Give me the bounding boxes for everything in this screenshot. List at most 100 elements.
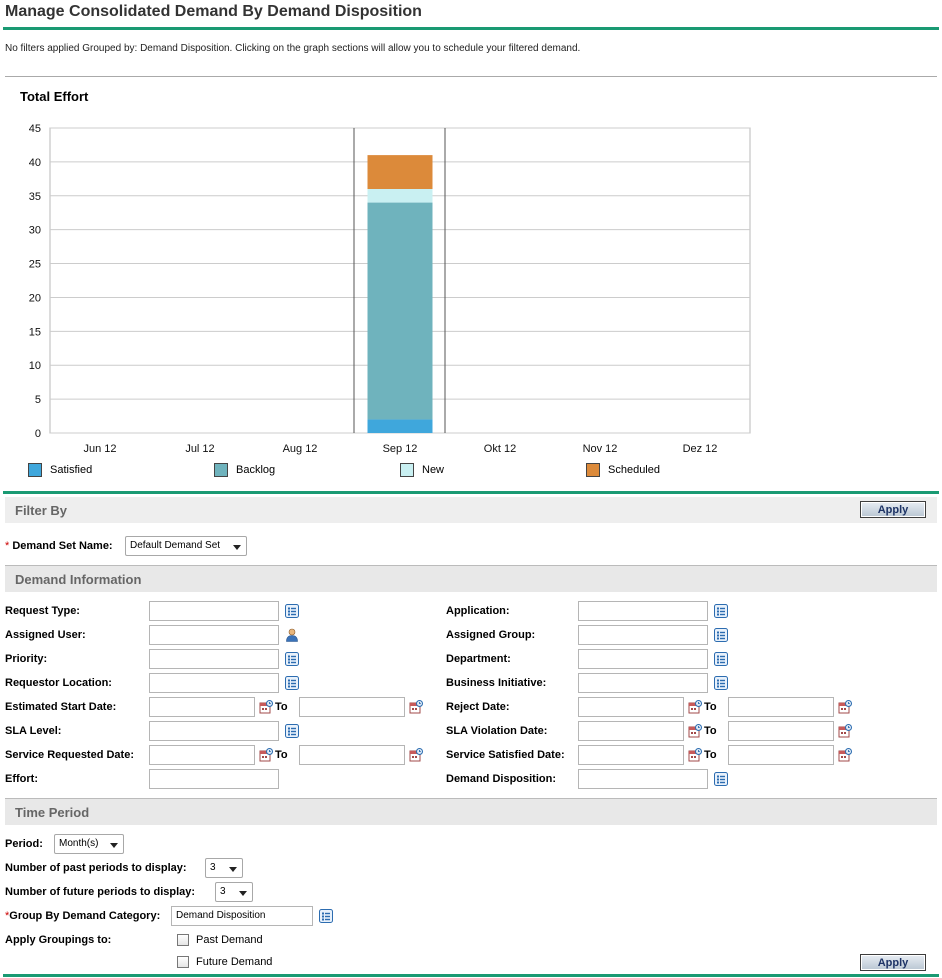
demand-set-label: * Demand Set Name: (5, 540, 113, 552)
list-picker-icon[interactable] (285, 724, 299, 738)
sla-violation-to-field[interactable] (728, 721, 834, 741)
y-tick-label: 30 (29, 225, 41, 237)
demand-information-title: Demand Information (15, 571, 142, 587)
x-tick-label: Jul 12 (185, 443, 214, 455)
reject-date-from-field[interactable] (578, 697, 684, 717)
service-requested-to-field[interactable] (299, 745, 405, 765)
calendar-icon[interactable] (409, 748, 423, 762)
list-picker-icon[interactable] (285, 652, 299, 666)
future-demand-checkbox[interactable] (177, 956, 189, 968)
department-label: Department: (446, 653, 511, 665)
demand-information-header: Demand Information (5, 565, 937, 592)
x-tick-label: Jun 12 (83, 443, 116, 455)
sla-violation-from-field[interactable] (578, 721, 684, 741)
apply-button-top[interactable]: Apply (860, 501, 926, 518)
list-picker-icon[interactable] (714, 652, 728, 666)
chevron-down-icon (229, 867, 237, 872)
calendar-icon[interactable] (838, 748, 852, 762)
estimated-start-to-field[interactable] (299, 697, 405, 717)
total-effort-chart[interactable]: 0 5 10 15 20 25 30 35 40 45 Jun 12 Jul 12 Aug 12 Sep… (0, 110, 760, 460)
chart-title: Total Effort (20, 89, 89, 104)
effort-field[interactable] (149, 769, 279, 789)
requestor-location-field[interactable] (149, 673, 279, 693)
sla-level-field[interactable] (149, 721, 279, 741)
legend-swatch (400, 463, 414, 477)
business-initiative-label: Business Initiative: (446, 677, 547, 689)
x-tick-label: Okt 12 (484, 443, 516, 455)
x-tick-label: Aug 12 (283, 443, 318, 455)
chevron-down-icon (110, 843, 118, 848)
priority-field[interactable] (149, 649, 279, 669)
calendar-icon[interactable] (688, 724, 702, 738)
legend-label: Scheduled (608, 464, 660, 476)
bar-satisfied-sep-12 (367, 419, 433, 433)
list-picker-icon[interactable] (714, 604, 728, 618)
request-type-field[interactable] (149, 601, 279, 621)
assigned-group-field[interactable] (578, 625, 708, 645)
calendar-icon[interactable] (259, 748, 273, 762)
calendar-icon[interactable] (838, 724, 852, 738)
future-demand-label: Future Demand (196, 956, 273, 968)
assigned-user-field[interactable] (149, 625, 279, 645)
chart-bars[interactable] (367, 155, 433, 433)
calendar-icon[interactable] (409, 700, 423, 714)
to-label: To (704, 749, 717, 761)
service-satisfied-date-label: Service Satisfied Date: (446, 749, 565, 761)
bar-backlog-sep-12 (367, 202, 433, 420)
priority-label: Priority: (5, 653, 48, 665)
calendar-icon[interactable] (688, 748, 702, 762)
list-picker-icon[interactable] (714, 628, 728, 642)
list-picker-icon[interactable] (285, 604, 299, 618)
y-tick-label: 20 (29, 292, 41, 304)
demand-set-select[interactable]: Default Demand Set (125, 536, 247, 556)
y-tick-label: 35 (29, 191, 41, 203)
apply-button-bottom[interactable]: Apply (860, 954, 926, 971)
service-requested-from-field[interactable] (149, 745, 255, 765)
service-requested-date-label: Service Requested Date: (5, 749, 134, 761)
y-axis-ticks: 0 5 10 15 20 25 30 35 40 45 (29, 123, 41, 440)
list-picker-icon[interactable] (714, 676, 728, 690)
user-picker-icon[interactable] (285, 628, 299, 642)
past-demand-checkbox[interactable] (177, 934, 189, 946)
current-period-markers (353, 128, 446, 433)
y-tick-label: 15 (29, 326, 41, 338)
past-periods-select[interactable]: 3 (205, 858, 243, 878)
group-by-field[interactable]: Demand Disposition (171, 906, 313, 926)
list-picker-icon[interactable] (714, 772, 728, 786)
filter-by-title: Filter By (15, 502, 68, 518)
estimated-start-from-field[interactable] (149, 697, 255, 717)
list-picker-icon[interactable] (319, 909, 333, 923)
reject-date-label: Reject Date: (446, 701, 510, 713)
service-satisfied-from-field[interactable] (578, 745, 684, 765)
department-field[interactable] (578, 649, 708, 669)
calendar-icon[interactable] (688, 700, 702, 714)
calendar-icon[interactable] (259, 700, 273, 714)
calendar-icon[interactable] (838, 700, 852, 714)
time-period-title: Time Period (15, 804, 90, 820)
legend-item-new: New (400, 462, 444, 478)
service-satisfied-to-field[interactable] (728, 745, 834, 765)
reject-date-to-field[interactable] (728, 697, 834, 717)
demand-disposition-field[interactable] (578, 769, 708, 789)
future-periods-select[interactable]: 3 (215, 882, 253, 902)
filter-info-text: No filters applied Grouped by: Demand Di… (5, 43, 581, 54)
y-tick-label: 0 (35, 428, 41, 440)
y-tick-label: 10 (29, 360, 41, 372)
list-picker-icon[interactable] (285, 676, 299, 690)
sla-level-label: SLA Level: (5, 725, 62, 737)
time-period-header: Time Period (5, 798, 937, 825)
y-tick-label: 40 (29, 157, 41, 169)
application-field[interactable] (578, 601, 708, 621)
legend-swatch (586, 463, 600, 477)
to-label: To (275, 701, 288, 713)
chevron-down-icon (233, 545, 241, 550)
business-initiative-field[interactable] (578, 673, 708, 693)
legend-item-backlog: Backlog (214, 462, 275, 478)
to-label: To (275, 749, 288, 761)
period-select[interactable]: Month(s) (54, 834, 124, 854)
y-tick-label: 45 (29, 123, 41, 135)
x-tick-label: Sep 12 (383, 443, 418, 455)
chart-top-divider (5, 76, 937, 77)
to-label: To (704, 701, 717, 713)
legend-swatch (214, 463, 228, 477)
